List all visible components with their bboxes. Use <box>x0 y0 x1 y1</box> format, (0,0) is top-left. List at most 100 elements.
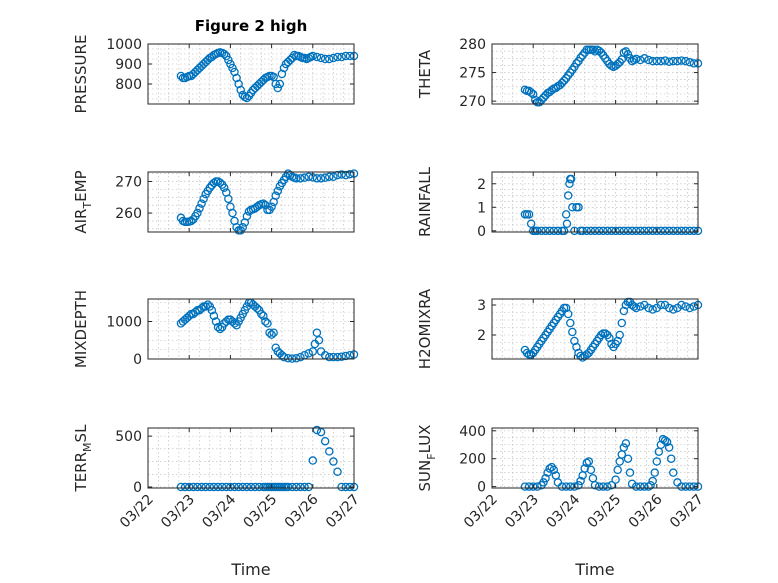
y-tick-label: 200 <box>459 452 486 468</box>
y-tick-label: 0 <box>477 480 486 496</box>
data-point <box>316 53 326 63</box>
data-point <box>184 311 194 321</box>
data-point <box>287 482 297 492</box>
y-axis-label: RAINFALL <box>416 166 434 237</box>
data-point <box>677 482 686 491</box>
data-point <box>197 304 206 313</box>
data-point <box>265 328 274 337</box>
data-point <box>257 309 266 319</box>
data-point <box>271 79 280 89</box>
data-point <box>176 482 186 492</box>
data-point <box>176 71 186 81</box>
y-tick-label: 0 <box>133 352 142 368</box>
data-point <box>623 50 633 59</box>
data-point <box>644 226 653 236</box>
data-point <box>557 482 567 491</box>
data-point <box>329 53 338 63</box>
subplot-1: 800 900 1000 PRESSURE Figure 2 high <box>72 17 359 113</box>
series <box>520 434 703 491</box>
data-point <box>195 204 204 213</box>
x-axis-label: Time <box>230 560 270 579</box>
series <box>520 174 703 236</box>
x-axis-label: Time <box>574 560 614 579</box>
data-point <box>238 482 248 492</box>
data-point <box>547 86 556 95</box>
data-point <box>681 302 690 311</box>
data-point <box>254 482 264 492</box>
data-point <box>681 226 690 236</box>
data-point <box>549 226 559 236</box>
data-point <box>631 482 641 491</box>
data-point <box>568 203 577 212</box>
y-axis-label: SUNFLUX <box>416 425 438 492</box>
data-point <box>685 58 695 67</box>
data-point <box>320 173 330 182</box>
axes-box <box>491 427 699 489</box>
y-tick-label: 280 <box>459 37 486 53</box>
data-point <box>219 183 229 193</box>
data-point <box>211 317 221 326</box>
data-point <box>636 302 645 311</box>
data-point <box>689 302 699 311</box>
data-point <box>660 56 670 65</box>
data-point <box>320 436 330 446</box>
data-point <box>250 482 260 492</box>
data-point <box>209 178 219 188</box>
data-point <box>669 56 678 66</box>
data-point <box>230 482 239 492</box>
data-point <box>648 56 657 66</box>
y-tick-label: 3 <box>477 298 486 314</box>
x-tick-label: 03/24 <box>543 491 583 531</box>
data-point <box>621 439 631 448</box>
data-point <box>677 226 686 236</box>
data-point <box>533 482 542 491</box>
data-point <box>252 304 262 313</box>
data-point <box>228 208 237 218</box>
axes-box <box>491 171 699 233</box>
data-point <box>559 76 569 85</box>
series <box>176 298 359 363</box>
data-point <box>685 303 695 313</box>
data-point <box>636 226 645 236</box>
x-tick-label: 03/23 <box>502 492 542 532</box>
data-point <box>541 226 550 236</box>
data-point <box>565 179 574 189</box>
data-point <box>574 480 583 490</box>
data-point <box>329 352 338 362</box>
data-point <box>314 335 324 345</box>
data-point <box>627 226 637 236</box>
data-point <box>631 303 641 313</box>
y-tick-label: 260 <box>115 206 142 222</box>
data-point <box>205 482 215 492</box>
data-point <box>308 456 318 465</box>
y-axis-label: THETA <box>416 49 434 99</box>
x-tick-label: 03/25 <box>241 492 281 532</box>
data-point <box>545 226 554 236</box>
data-point <box>271 191 280 200</box>
data-point <box>685 482 695 491</box>
data-point <box>197 482 206 492</box>
data-point <box>242 211 252 221</box>
data-point <box>681 482 690 491</box>
y-tick-label: 1000 <box>106 315 142 331</box>
data-point <box>580 464 589 473</box>
data-point <box>528 90 538 99</box>
data-point <box>199 194 208 204</box>
data-point <box>242 93 252 103</box>
data-point <box>648 476 657 486</box>
x-tick-label: 03/22 <box>461 492 501 532</box>
data-point <box>304 172 313 181</box>
data-point <box>563 309 573 319</box>
data-point <box>617 318 627 328</box>
data-point <box>203 300 212 309</box>
data-point <box>189 482 198 492</box>
axes-box <box>491 298 699 360</box>
data-point <box>320 54 330 64</box>
data-point <box>219 49 229 59</box>
data-point <box>596 330 606 340</box>
data-point <box>333 467 342 476</box>
data-point <box>333 352 342 362</box>
data-point <box>568 327 577 337</box>
data-point <box>215 324 225 334</box>
data-point <box>341 482 351 492</box>
